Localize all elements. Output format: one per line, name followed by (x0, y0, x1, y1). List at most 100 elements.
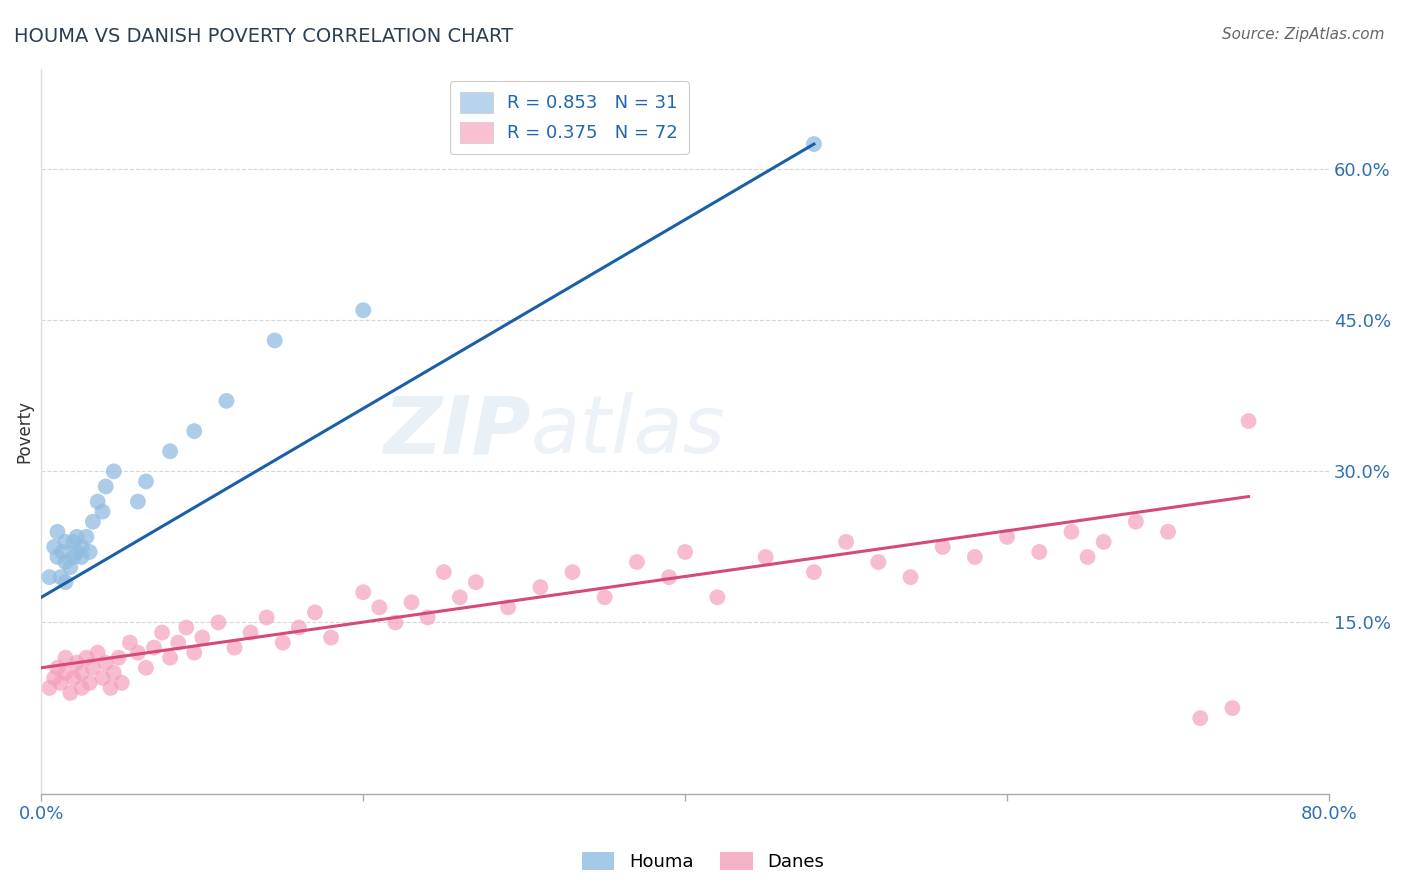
Point (658, 570, 681, 584)
Point (368, 600, 391, 615)
Point (103, 665, 125, 680)
Point (82, 661, 104, 675)
Point (49, 570, 72, 584)
Point (44, 540, 66, 554)
Point (62, 534, 84, 549)
Point (167, 635, 190, 649)
Point (70, 681, 93, 695)
Point (963, 549, 986, 564)
Point (183, 646, 205, 660)
Point (593, 591, 616, 605)
Point (1125, 515, 1147, 529)
Point (55, 534, 77, 549)
Point (75, 530, 97, 544)
Point (449, 591, 471, 605)
Point (118, 635, 141, 649)
Point (416, 610, 439, 624)
Point (46, 661, 69, 675)
Point (263, 334, 285, 348)
Point (62, 549, 84, 564)
Point (59, 686, 82, 700)
Point (51, 545, 73, 559)
Point (70, 540, 93, 554)
Point (352, 303, 374, 318)
Point (1157, 524, 1180, 539)
Point (55, 555, 77, 569)
Point (66, 545, 89, 559)
Point (803, 136, 825, 151)
Point (1092, 534, 1115, 549)
Point (174, 620, 197, 634)
Point (66, 530, 89, 544)
Point (803, 565, 825, 579)
Point (239, 625, 262, 640)
Y-axis label: Poverty: Poverty (15, 400, 32, 463)
Point (38, 681, 60, 695)
Point (529, 580, 551, 594)
Point (62, 671, 84, 685)
Point (271, 635, 294, 649)
Point (288, 620, 311, 634)
Point (82, 515, 104, 529)
Point (207, 615, 229, 630)
Point (304, 606, 326, 620)
Point (107, 650, 129, 665)
Point (86, 494, 108, 508)
Point (1028, 545, 1050, 559)
Point (159, 444, 181, 458)
Point (46, 524, 69, 539)
Point (256, 610, 278, 624)
Point (38, 570, 60, 584)
Point (86, 646, 108, 660)
Point (835, 534, 858, 549)
Point (103, 464, 125, 478)
Point (1222, 701, 1244, 715)
Text: Source: ZipAtlas.com: Source: ZipAtlas.com (1222, 27, 1385, 42)
Point (100, 681, 122, 695)
Text: ZIP: ZIP (384, 392, 530, 470)
Point (401, 595, 423, 609)
Text: atlas: atlas (530, 392, 725, 470)
Point (215, 393, 238, 408)
Point (433, 565, 456, 579)
Point (44, 671, 66, 685)
Point (150, 625, 173, 640)
Point (127, 494, 149, 508)
Point (561, 565, 583, 579)
Point (1189, 711, 1212, 725)
Point (94, 656, 117, 670)
Legend: R = 0.853   N = 31, R = 0.375   N = 72: R = 0.853 N = 31, R = 0.375 N = 72 (450, 81, 689, 153)
Point (94, 479, 117, 493)
Text: HOUMA VS DANISH POVERTY CORRELATION CHART: HOUMA VS DANISH POVERTY CORRELATION CHAR… (14, 27, 513, 45)
Point (626, 555, 648, 569)
Point (75, 650, 97, 665)
Point (673, 545, 696, 559)
Point (55, 575, 77, 590)
Point (496, 600, 519, 615)
Legend: Houma, Danes: Houma, Danes (575, 845, 831, 879)
Point (706, 591, 728, 605)
Point (46, 549, 69, 564)
Point (55, 665, 77, 680)
Point (931, 540, 953, 554)
Point (49, 676, 72, 690)
Point (79, 676, 101, 690)
Point (70, 665, 93, 680)
Point (59, 560, 82, 574)
Point (127, 646, 149, 660)
Point (183, 424, 205, 438)
Point (384, 615, 406, 630)
Point (352, 585, 374, 599)
Point (79, 545, 101, 559)
Point (91, 671, 114, 685)
Point (1237, 414, 1260, 428)
Point (143, 640, 166, 655)
Point (135, 661, 157, 675)
Point (464, 575, 486, 590)
Point (755, 549, 778, 564)
Point (1077, 549, 1099, 564)
Point (191, 631, 214, 645)
Point (159, 650, 181, 665)
Point (91, 505, 114, 519)
Point (111, 676, 134, 690)
